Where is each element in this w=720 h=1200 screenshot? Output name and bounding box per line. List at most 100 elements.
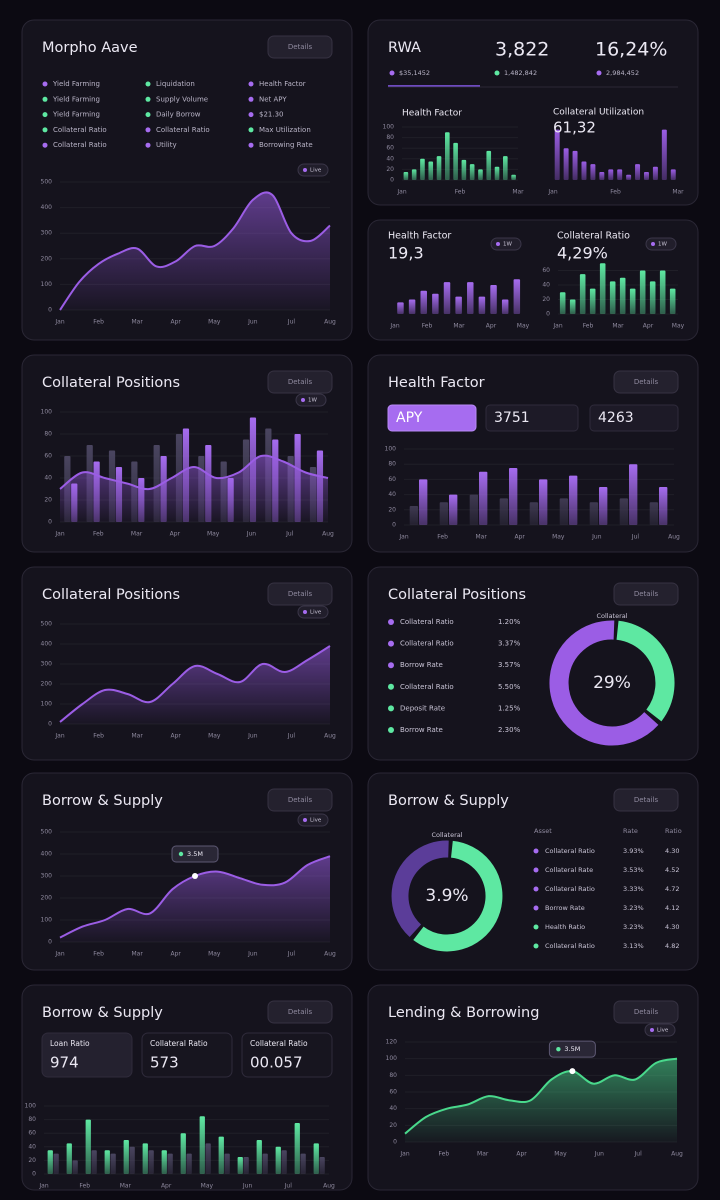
stat-box (41, 1032, 133, 1078)
tooltip-point (569, 1068, 576, 1075)
button[interactable] (267, 1000, 333, 1024)
chart-value: 61,32 (553, 119, 596, 137)
legend-label: Yield Farming (52, 80, 100, 88)
x-tick-label: Jan (54, 531, 64, 538)
x-tick-label: Apr (515, 534, 526, 541)
x-tick-label: Aug (324, 733, 336, 740)
legend-dot (389, 70, 395, 76)
legend-dot (248, 96, 254, 102)
stat-label: Collateral Ratio (250, 1039, 308, 1048)
x-tick-label: Jun (594, 1151, 605, 1158)
bar (626, 174, 632, 180)
x-tick-label: May (672, 323, 685, 330)
legend-label: Yield Farming (52, 111, 100, 119)
button[interactable] (613, 788, 679, 812)
table-cell: 3.23% (623, 923, 644, 931)
area-fill (60, 455, 328, 522)
badge (644, 1023, 676, 1037)
y-tick-label: 300 (41, 873, 53, 880)
bar (559, 292, 566, 314)
table-cell: 4.30 (665, 847, 679, 855)
badge (645, 237, 677, 251)
table-cell: 4.12 (665, 904, 679, 912)
x-tick-label: May (208, 319, 221, 326)
legend-dot (388, 662, 394, 669)
badge-dot (303, 818, 307, 822)
x-tick-label: Apr (171, 319, 182, 326)
area-line (59, 454, 329, 491)
bar (445, 132, 450, 180)
y-tick-label: 100 (41, 409, 53, 416)
legend-dot (248, 142, 254, 148)
x-tick-label: Feb (437, 534, 448, 541)
badge-label: 1W (503, 242, 512, 248)
y-tick-label: 100 (41, 701, 53, 708)
bar (509, 468, 518, 525)
bar (449, 494, 458, 525)
badge (297, 813, 329, 827)
tab[interactable] (485, 404, 579, 432)
area-fill (60, 646, 330, 724)
x-tick-label: Feb (93, 733, 104, 740)
table-cell: 3.53% (623, 866, 644, 874)
bar (479, 471, 488, 525)
bar (494, 166, 500, 180)
legend-label: 2,984,452 (606, 69, 639, 77)
table-cell: Borrow Rate (545, 904, 585, 912)
button[interactable] (267, 35, 333, 59)
bar (629, 464, 638, 525)
tab[interactable] (589, 404, 679, 432)
table-cell: 4.72 (665, 885, 679, 893)
y-tick-label: 20 (386, 166, 394, 173)
y-tick-label: 300 (41, 661, 53, 668)
badge-dot (496, 242, 500, 246)
button[interactable] (613, 370, 679, 394)
donut-segment (391, 840, 503, 952)
x-tick-label: Jul (285, 531, 294, 538)
bar (237, 1157, 243, 1174)
tab[interactable] (387, 404, 477, 432)
y-tick-label: 20 (542, 296, 550, 303)
legend-dot (388, 619, 394, 625)
x-tick-label: Mar (672, 189, 684, 196)
button[interactable] (613, 1000, 679, 1024)
button-label: Details (634, 1008, 659, 1016)
x-tick-label: Feb (93, 531, 104, 538)
bar (205, 1143, 211, 1174)
bar (91, 1150, 97, 1174)
badge-label: Live (310, 610, 322, 616)
button[interactable] (613, 582, 679, 606)
bar (66, 1143, 72, 1174)
bar (455, 296, 462, 314)
badge-label: Live (310, 168, 322, 174)
y-tick-label: 400 (41, 204, 53, 211)
bar (617, 169, 623, 180)
legend-dot (42, 127, 48, 133)
panel-title: Borrow & Supply (388, 793, 509, 809)
badge-dot (303, 168, 307, 172)
bar (503, 156, 508, 180)
badge-dot (301, 398, 305, 402)
y-tick-label: 20 (389, 1122, 397, 1129)
x-tick-label: May (208, 733, 221, 740)
bar (319, 1157, 325, 1174)
bar (539, 479, 548, 525)
panel-title: Collateral Positions (388, 587, 526, 603)
y-tick-label: 100 (385, 446, 397, 453)
button[interactable] (267, 788, 333, 812)
x-tick-label: May (207, 531, 220, 538)
tooltip (548, 1040, 596, 1058)
x-tick-label: Mar (131, 531, 143, 538)
x-tick-label: Jun (591, 534, 602, 541)
button[interactable] (267, 582, 333, 606)
bar (486, 150, 492, 180)
x-tick-label: Jun (242, 1183, 253, 1190)
table-cell: 3.23% (623, 904, 644, 912)
y-tick-label: 500 (41, 621, 53, 628)
x-tick-label: Feb (455, 189, 466, 196)
y-tick-label: 0 (48, 519, 52, 526)
x-tick-label: May (552, 534, 565, 541)
button[interactable] (267, 370, 333, 394)
y-tick-label: 40 (542, 282, 550, 289)
table-cell: Collateral Ratio (545, 885, 595, 893)
